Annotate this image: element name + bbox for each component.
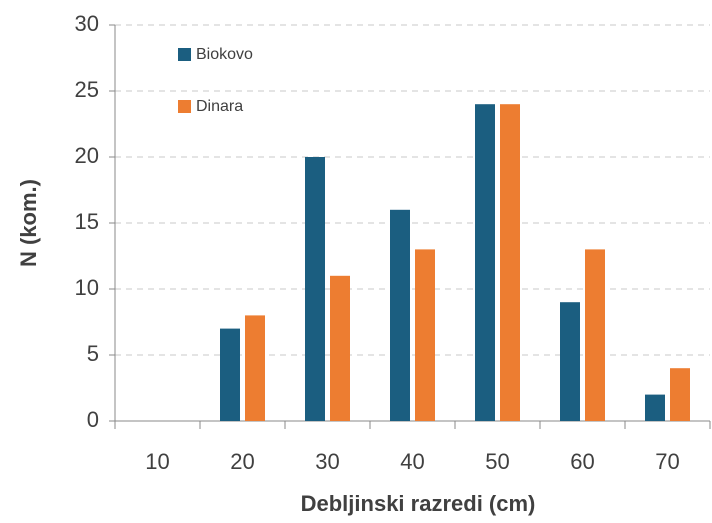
bar [475,104,495,421]
x-tick-label: 30 [315,449,339,474]
y-tick-label: 25 [75,77,99,102]
y-tick-label: 20 [75,143,99,168]
y-tick-label: 15 [75,209,99,234]
bar [585,249,605,421]
bar [390,209,410,421]
y-tick-label: 30 [75,11,99,36]
y-tick-label: 0 [87,407,99,432]
x-tick-label: 40 [400,449,424,474]
legend-swatch [178,48,191,61]
x-tick-label: 60 [570,449,594,474]
x-tick-label: 20 [230,449,254,474]
y-tick-label: 5 [87,341,99,366]
bar [220,328,240,421]
legend-label: Biokovo [196,46,253,63]
y-tick-label: 10 [75,275,99,300]
bar [415,249,435,421]
y-axis-title: N (kom.) [16,179,41,267]
bar [500,104,520,421]
bar [305,157,325,421]
x-tick-label: 50 [485,449,509,474]
bar [670,368,690,421]
bar [645,394,665,421]
legend-swatch [178,100,191,113]
x-axis-title: Debljinski razredi (cm) [301,491,536,516]
bar [330,275,350,421]
x-tick-label: 70 [655,449,679,474]
legend-label: Dinara [196,98,243,115]
bar [245,315,265,421]
x-tick-label: 10 [145,449,169,474]
bar [560,302,580,421]
